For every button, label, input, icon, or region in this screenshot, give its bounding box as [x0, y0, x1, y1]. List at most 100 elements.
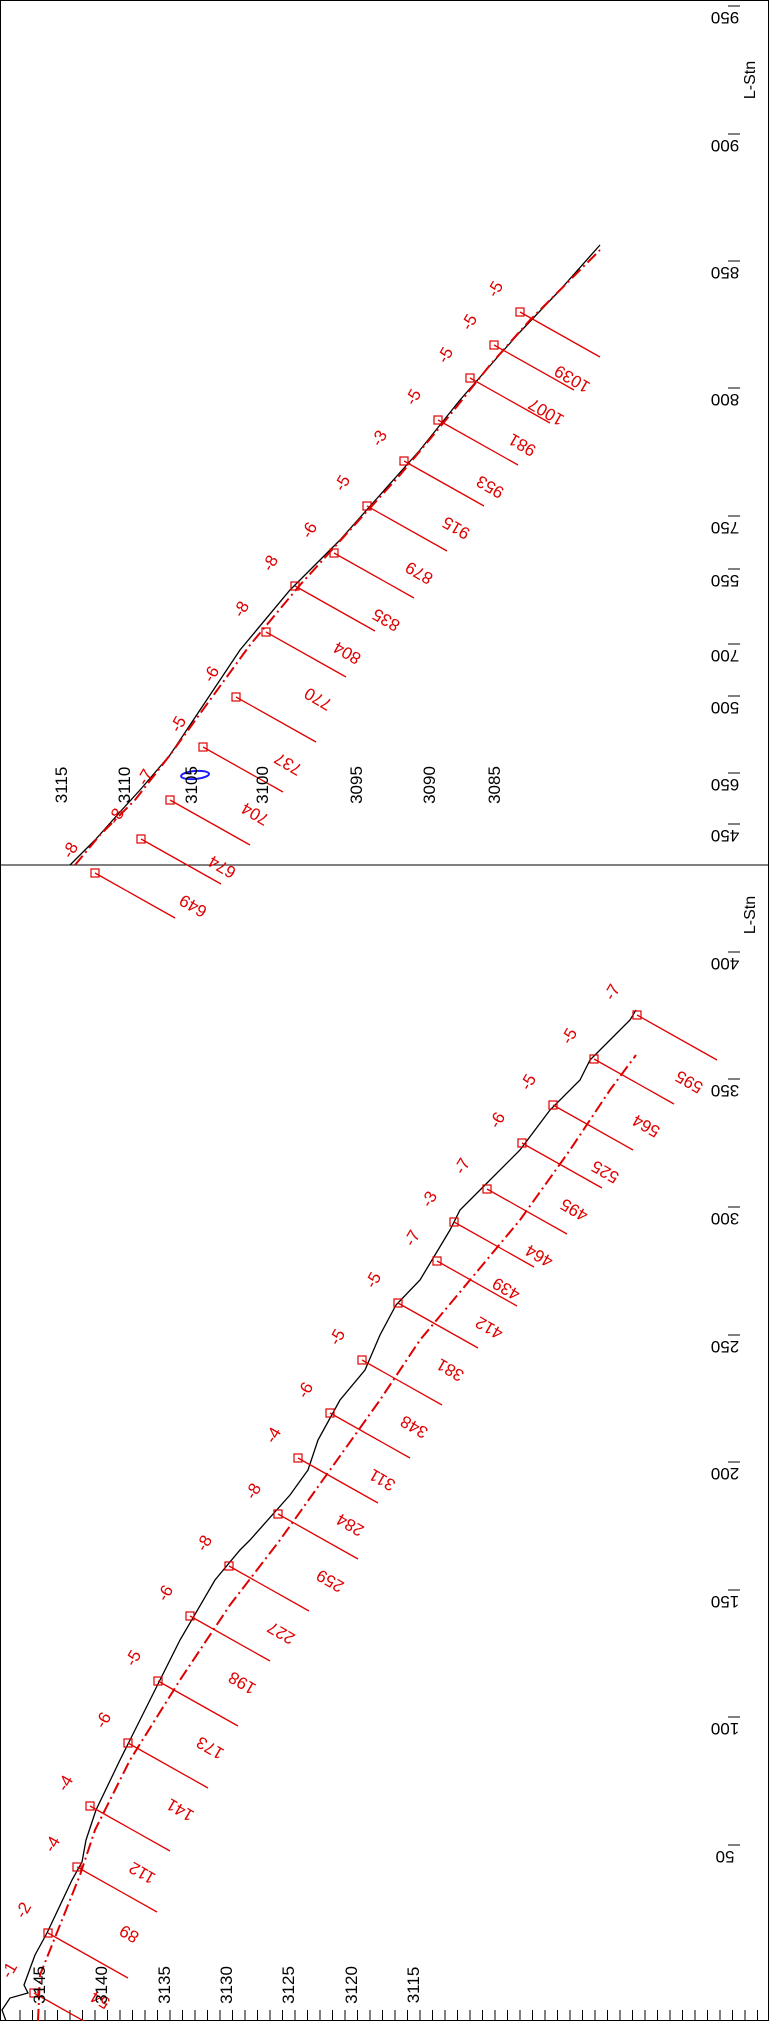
leader-line: [493, 344, 575, 391]
station-label: 750: [711, 518, 739, 537]
elevation-label: 3105: [182, 766, 201, 804]
leader-line: [453, 1221, 535, 1268]
leader-line: [397, 1302, 479, 1349]
elevation-label: 3120: [342, 1966, 361, 2004]
leader-line: [436, 1260, 518, 1307]
elevation-label: 3125: [279, 1966, 298, 2004]
survey-point-marker: [136, 834, 146, 844]
station-label: 200: [711, 1464, 739, 1483]
survey-point-marker: [325, 1408, 335, 1418]
survey-point-marker: [433, 415, 443, 425]
station-label: 350: [711, 1081, 739, 1100]
station-label: 400: [711, 954, 739, 973]
elevation-label: 3095: [347, 766, 366, 804]
station-label: 50: [716, 1847, 735, 1866]
survey-point-marker: [198, 742, 208, 752]
leader-line: [47, 1932, 129, 1979]
leader-line: [519, 311, 601, 358]
axis-labels: 50 100 150 200 250 300 350 400 450 500 550 3145 3140…: [30, 8, 759, 2004]
leader-line: [294, 585, 376, 632]
survey-point-marker: [290, 581, 300, 591]
elevation-label: 3115: [404, 1967, 423, 2004]
station-label: 150: [711, 1592, 739, 1611]
survey-point-marker: [515, 307, 525, 317]
survey-point-marker: [273, 1509, 283, 1519]
survey-point-marker: [224, 1561, 234, 1571]
station-label: 900: [711, 136, 739, 155]
elevation-label: 3130: [217, 1966, 236, 2004]
station-label: 650: [711, 775, 739, 794]
survey-point-marker: [548, 1100, 558, 1110]
station-label: 250: [711, 1337, 739, 1356]
leader-line: [169, 799, 251, 846]
leader-line: [552, 1104, 634, 1151]
leader-line: [469, 377, 551, 424]
leader-line: [235, 696, 317, 743]
leader-line: [333, 552, 415, 599]
elevation-label: 3110: [115, 767, 134, 804]
survey-point-marker: [29, 1988, 39, 1998]
elevation-label: 3135: [155, 1966, 174, 2004]
station-label: 100: [711, 1719, 739, 1738]
leader-line: [329, 1412, 411, 1459]
station-label: 500: [711, 698, 739, 717]
leader-line: [189, 1615, 271, 1662]
station-label: 800: [711, 390, 739, 409]
leader-line: [127, 1742, 209, 1789]
station-axis-label: L-Stn: [742, 61, 759, 99]
leader-line: [636, 1014, 718, 1061]
survey-point-marker: [329, 548, 339, 558]
survey-point-marker: [432, 1256, 442, 1266]
design-lines: [37, 249, 637, 2021]
survey-point-marker: [185, 1611, 195, 1621]
design-line: [37, 1054, 637, 2021]
station-label: 450: [711, 826, 739, 845]
survey-point-marker: [85, 1801, 95, 1811]
survey-point-marker: [123, 1738, 133, 1748]
survey-point-marker: [632, 1010, 642, 1020]
leader-line: [157, 1680, 239, 1727]
leader-line: [361, 1359, 443, 1406]
survey-point-marker: [43, 1928, 53, 1938]
elevation-label: 3100: [253, 766, 272, 804]
leader-line: [277, 1513, 359, 1560]
leader-line: [521, 1142, 603, 1189]
blue-feature: [180, 769, 210, 781]
survey-point-marker: [517, 1138, 527, 1148]
leader-line: [593, 1058, 675, 1105]
leader-line: [486, 1188, 568, 1235]
leader-line: [94, 872, 176, 919]
survey-point-marker: [489, 340, 499, 350]
leader-line: [366, 505, 448, 552]
elevation-label: 3145: [30, 1966, 49, 2004]
leader-line: [76, 1866, 158, 1913]
survey-point-marker: [362, 501, 372, 511]
leader-line: [202, 746, 284, 793]
survey-point-marker: [90, 868, 100, 878]
station-label: 700: [711, 646, 739, 665]
survey-point-marker: [399, 456, 409, 466]
survey-point-marker: [165, 795, 175, 805]
station-label: 850: [711, 263, 739, 282]
leader-line: [89, 1805, 171, 1852]
survey-point-marker: [231, 692, 241, 702]
survey-point-marker: [357, 1355, 367, 1365]
leader-line: [403, 460, 485, 507]
survey-point-marker: [293, 1453, 303, 1463]
station-label: 950: [711, 8, 739, 27]
elevation-label: 3085: [485, 766, 504, 804]
elevation-label: 3115: [52, 767, 71, 804]
survey-point-marker: [393, 1298, 403, 1308]
survey-point-marker: [465, 373, 475, 383]
leader-line: [140, 838, 222, 885]
tick-marks: [19, 5, 758, 2021]
station-label: 550: [711, 571, 739, 590]
survey-point-marker: [449, 1217, 459, 1227]
elevation-label: 3140: [92, 1966, 111, 2004]
elevation-label: 3090: [420, 766, 439, 804]
survey-point-marker: [153, 1676, 163, 1686]
survey-point-marker: [482, 1184, 492, 1194]
leader-line: [297, 1457, 379, 1504]
